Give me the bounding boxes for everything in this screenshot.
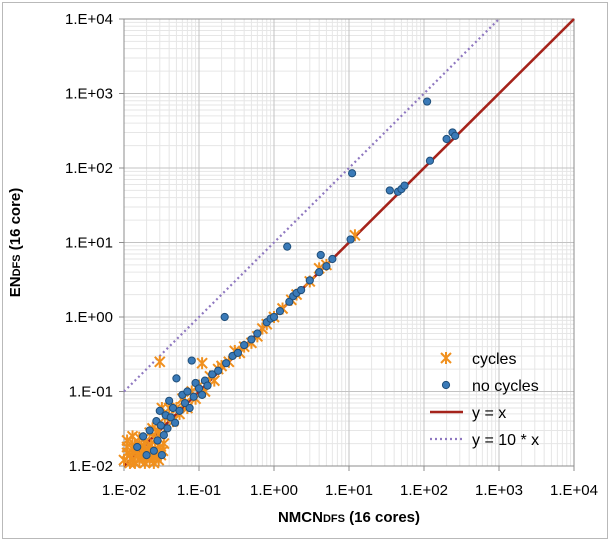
y-tick-label: 1.E+00	[65, 309, 113, 326]
no-cycles-point	[348, 169, 357, 178]
no-cycles-point	[183, 387, 192, 396]
no-cycles-point	[315, 268, 324, 277]
no-cycles-point	[163, 424, 172, 433]
y-tick-label: 1.E-02	[69, 458, 113, 475]
x-tick-label: 1.E-01	[177, 482, 221, 499]
no-cycles-point	[139, 432, 148, 441]
y-axis-title: ENDFS (16 core)	[7, 188, 24, 298]
legend-item-y-equals-10x: y = 10 * x	[430, 432, 539, 449]
no-cycles-point	[153, 436, 162, 445]
no-cycles-point	[451, 131, 460, 140]
x-tick-label: 1.E+03	[475, 482, 523, 499]
no-cycles-point	[156, 421, 165, 430]
no-cycles-point	[253, 329, 262, 338]
legend-label-y-equals-10x: y = 10 * x	[472, 432, 539, 449]
no-cycles-point	[214, 366, 223, 375]
no-cycles-point	[155, 406, 164, 415]
x-tick-label: 1.E+02	[400, 482, 448, 499]
legend-item-cycles: cycles	[440, 351, 516, 368]
legend-item-y-equals-x: y = x	[430, 405, 506, 422]
no-cycles-point	[275, 307, 285, 316]
no-cycles-point	[222, 359, 231, 368]
x-tick-labels: 1.E-02 1.E-01 1.E+00 1.E+01 1.E+02 1.E+03 1.E+…	[102, 482, 598, 499]
no-cycles-point	[328, 254, 337, 264]
no-cycles-point	[425, 156, 435, 165]
no-cycles-point	[247, 335, 256, 344]
no-cycles-point	[175, 406, 184, 415]
no-cycles-point	[166, 413, 175, 422]
y-tick-labels: 1.E-02 1.E-01 1.E+00 1.E+01 1.E+02 1.E+03 1.E+…	[65, 11, 113, 475]
y-tick-label: 1.E+04	[65, 11, 113, 28]
plot-area-border	[123, 18, 575, 467]
y-tick-label: 1.E-01	[69, 384, 113, 401]
no-cycles-point	[157, 451, 166, 460]
no-cycles-point	[189, 392, 198, 401]
y-tick-label: 1.E+02	[65, 160, 113, 177]
x-axis-title-suffix: (16 cores)	[345, 509, 420, 526]
no-cycles-point	[346, 235, 355, 244]
no-cycles-point	[442, 134, 451, 144]
no-cycles-point	[180, 398, 190, 408]
no-cycles-point	[159, 430, 168, 440]
legend-circle-glyph	[441, 380, 451, 390]
no-cycles-point	[316, 250, 325, 260]
legend: cycles no cycles y = x y = 10 * x	[430, 351, 539, 449]
y-axis-title-sub: DFS	[11, 254, 23, 276]
no-cycles-point	[170, 418, 180, 427]
x-tick-label: 1.E+04	[550, 482, 598, 499]
no-cycles-point	[187, 356, 196, 365]
cycles-point	[154, 355, 166, 368]
no-cycles-point	[269, 312, 279, 322]
legend-label-no-cycles: no cycles	[472, 378, 539, 395]
no-cycles-point	[208, 370, 217, 379]
no-cycles-point	[142, 451, 151, 460]
legend-label-y-equals-x: y = x	[472, 405, 506, 422]
x-tick-label: 1.E+00	[250, 482, 298, 499]
no-cycles-point	[385, 186, 394, 195]
no-cycles-point	[185, 403, 194, 413]
no-cycles-point	[198, 390, 207, 400]
x-axis-title: NMCNDFS (16 cores)	[278, 509, 420, 526]
y-tick-label: 1.E+01	[65, 235, 113, 252]
data-markers	[118, 97, 460, 469]
no-cycles-point	[172, 374, 181, 383]
chart-frame	[2, 2, 608, 539]
no-cycles-point	[133, 442, 142, 452]
legend-asterisk-marker	[440, 352, 452, 364]
y-axis-title-suffix: (16 core)	[7, 188, 24, 255]
x-axis-title-sub: DFS	[323, 513, 345, 525]
no-cycles-point	[400, 181, 409, 190]
no-cycles-point	[297, 285, 306, 295]
cycles-point	[196, 357, 208, 370]
x-axis-title-main: NMCN	[278, 509, 323, 526]
no-cycles-point	[194, 384, 204, 393]
no-cycles-point	[203, 381, 212, 390]
y-axis-title-main: EN	[7, 276, 24, 297]
legend-asterisk-glyph	[440, 352, 452, 364]
y-tick-label: 1.E+03	[65, 86, 113, 103]
x-tick-label: 1.E+01	[325, 482, 373, 499]
no-cycles-point	[233, 348, 242, 357]
no-cycles-point	[305, 276, 314, 285]
no-cycles-point	[165, 396, 174, 405]
legend-item-no-cycles: no cycles	[441, 378, 539, 395]
no-cycles-point	[240, 340, 249, 350]
no-cycles-point	[423, 97, 432, 106]
no-cycles-point	[283, 242, 292, 251]
no-cycles-point	[220, 312, 229, 322]
no-cycles-point	[322, 262, 331, 271]
x-tick-label: 1.E-02	[102, 482, 146, 499]
no-cycles-point	[285, 297, 294, 306]
legend-label-cycles: cycles	[472, 351, 516, 368]
no-cycles-point	[149, 446, 158, 455]
no-cycles-point	[145, 426, 154, 435]
y-equals-10x-line	[123, 18, 500, 393]
legend-circle-marker	[441, 380, 451, 390]
